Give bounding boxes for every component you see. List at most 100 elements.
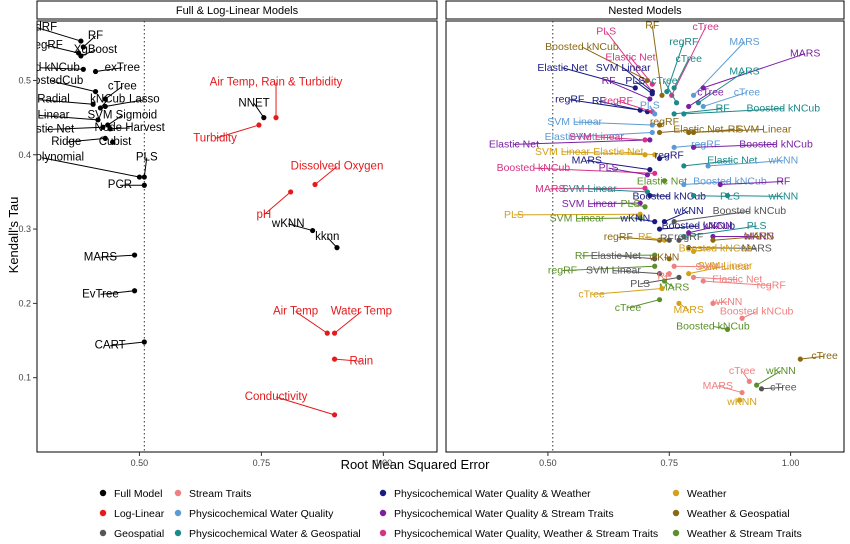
label-leader <box>513 213 641 216</box>
y-tick-label: 0.2 <box>18 298 31 308</box>
data-point <box>676 274 682 280</box>
data-point <box>700 278 706 284</box>
label-leader <box>586 160 650 171</box>
label-leader <box>110 341 145 347</box>
label-leader <box>577 217 641 220</box>
panel-frame <box>445 20 845 453</box>
label-leader <box>37 27 82 42</box>
label-leader <box>591 288 663 295</box>
point-label: Elastic Net <box>707 155 757 167</box>
legend-label: Log-Linear <box>114 508 165 520</box>
data-point <box>141 339 147 345</box>
legend-label: Stream Traits <box>189 488 251 500</box>
point-label: Node Harvest <box>95 122 166 134</box>
point-label: SVM Polynomial <box>0 152 84 164</box>
point-label: regRF <box>604 95 633 107</box>
label-leader <box>46 45 79 54</box>
label-leader <box>110 127 130 130</box>
label-leader <box>659 225 699 230</box>
label-leader <box>105 99 145 107</box>
data-point <box>659 285 665 292</box>
data-point <box>324 330 330 336</box>
label-leader <box>756 370 782 386</box>
point-label: cTree <box>729 365 756 377</box>
label-leader <box>562 67 636 89</box>
data-point <box>107 126 113 132</box>
point-label: SVM Linear <box>698 260 753 272</box>
label-leader <box>671 26 707 96</box>
data-point <box>102 135 108 142</box>
label-leader <box>80 49 96 57</box>
point-label: SVM Linear <box>562 198 617 210</box>
label-leader <box>598 100 648 113</box>
data-point <box>659 92 665 98</box>
label-leader <box>618 100 653 113</box>
data-point <box>652 263 658 269</box>
data-point <box>647 96 653 102</box>
point-label: wKNN <box>702 220 733 232</box>
data-point <box>652 170 658 176</box>
label-leader <box>288 223 313 232</box>
label-leader <box>644 236 665 241</box>
legend-entry: Physicochemical Water Quality & Stream T… <box>379 508 614 520</box>
point-label: Elastic Net <box>537 62 587 74</box>
point-label: Elastic Net <box>605 51 655 63</box>
point-label: cTree <box>697 86 724 98</box>
point-label: cTree <box>734 86 761 98</box>
data-point <box>644 172 651 178</box>
legend-swatch <box>672 489 680 497</box>
legend-swatch <box>99 529 107 537</box>
label-leader <box>651 25 663 96</box>
point-label: SVM Linear <box>9 109 69 121</box>
label-leader <box>673 58 690 89</box>
label-leader <box>618 236 660 241</box>
label-leader <box>596 136 646 141</box>
data-point <box>690 193 697 199</box>
data-point <box>661 237 668 243</box>
data-point <box>681 163 687 169</box>
point-label: Conductivity <box>245 391 308 403</box>
data-point <box>758 386 765 392</box>
label-leader <box>683 225 757 237</box>
data-point <box>705 163 711 169</box>
label-leader <box>761 386 784 390</box>
point-label: wKNN <box>649 251 680 263</box>
data-point <box>261 115 267 121</box>
data-point <box>656 155 663 162</box>
point-label: Elastic Net <box>591 250 641 262</box>
data-point <box>642 204 648 210</box>
panel-title: Nested Models <box>608 5 682 17</box>
point-label: MARS <box>674 304 704 316</box>
data-point <box>797 356 803 362</box>
data-point <box>78 38 84 44</box>
data-point <box>90 101 96 107</box>
label-leader <box>688 128 764 133</box>
data-point <box>710 237 716 243</box>
data-point <box>739 315 745 321</box>
data-point <box>724 193 731 199</box>
point-label: cTree <box>811 350 838 362</box>
data-point <box>671 219 677 225</box>
point-label: regRF <box>31 39 63 51</box>
data-point <box>110 139 116 145</box>
point-label: wKNN <box>712 296 743 308</box>
data-point <box>331 330 338 336</box>
data-point <box>686 230 692 236</box>
data-point <box>312 181 318 188</box>
point-label: kknn <box>315 231 339 243</box>
label-leader <box>674 265 723 268</box>
data-point <box>331 356 338 362</box>
data-point <box>664 88 670 95</box>
point-label: Dissolved Oxygen <box>291 161 384 173</box>
legend-label: Physicochemical Water Quality & Stream T… <box>394 508 614 520</box>
data-point <box>136 174 143 180</box>
data-point <box>671 144 677 150</box>
legend-entry: Log-Linear <box>99 508 165 520</box>
point-label: Water Temp <box>331 306 392 318</box>
point-label: Air Temp <box>273 306 318 318</box>
data-point <box>754 382 760 388</box>
label-leader <box>214 124 260 139</box>
point-label: SVM Linear <box>535 146 590 158</box>
label-leader <box>100 290 135 295</box>
point-label: SVM Sigmoid <box>88 109 158 121</box>
